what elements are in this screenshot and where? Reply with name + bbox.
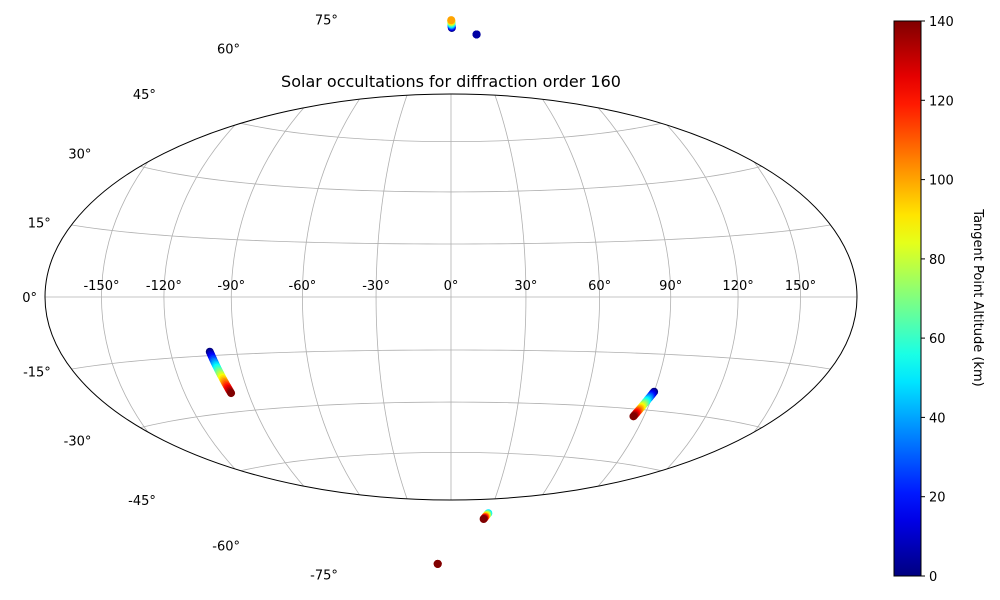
latitude-tick-label: 0° xyxy=(22,291,37,306)
longitude-tick-label: 150° xyxy=(785,279,816,294)
colorbar-tick-label: 140 xyxy=(929,15,954,30)
colorbar-tick-label: 40 xyxy=(929,411,946,426)
latitude-tick-label: -45° xyxy=(128,494,156,509)
latitude-tick-label: 60° xyxy=(217,42,240,57)
latitude-tick-label: -15° xyxy=(23,365,51,380)
latitude-tick-label: 75° xyxy=(315,14,338,29)
longitude-tick-label: -150° xyxy=(83,279,119,294)
longitude-tick-label: 0° xyxy=(444,279,459,294)
colorbar-tick-label: 100 xyxy=(929,174,954,189)
parallel-line xyxy=(58,222,844,245)
longitude-tick-label: -30° xyxy=(362,279,390,294)
longitude-tick-label: -120° xyxy=(146,279,182,294)
parallel-line xyxy=(99,153,803,193)
data-point xyxy=(227,389,236,398)
latitude-tick-label: 45° xyxy=(133,88,156,103)
latitude-tick-labels: 75° 60° 45° 30° 15° 0° -15° -30° -45° -60° -75° xyxy=(22,14,338,584)
colorbar-tick-label: 0 xyxy=(929,570,937,585)
graticule xyxy=(45,94,857,574)
colorbar-tick-label: 80 xyxy=(929,253,946,268)
latitude-tick-label: 15° xyxy=(28,217,51,232)
parallel-line xyxy=(99,401,803,441)
parallel-line xyxy=(58,349,844,372)
data-point xyxy=(479,515,488,524)
longitude-tick-label: 120° xyxy=(722,279,753,294)
data-points xyxy=(205,16,659,568)
latitude-tick-label: -30° xyxy=(64,435,92,450)
latitude-tick-label: -60° xyxy=(212,540,240,555)
colorbar-tick-label: 60 xyxy=(929,332,946,347)
latitude-tick-label: -75° xyxy=(310,568,338,583)
latitude-tick-label: 30° xyxy=(68,148,91,163)
longitude-tick-labels: -150° -120° -90° -60° -30° 0° 30° 60° 90° 120° 150… xyxy=(83,279,816,294)
parallel-line xyxy=(247,499,655,500)
map-boundary xyxy=(44,93,858,501)
longitude-tick-label: -90° xyxy=(217,279,245,294)
chart-title: Solar occultations for diffraction order… xyxy=(281,72,621,91)
colorbar-label: Tangent Point Altitude (km) xyxy=(970,208,985,386)
colorbar-gradient xyxy=(893,20,922,577)
parallel-line xyxy=(346,544,556,574)
longitude-tick-label: -60° xyxy=(289,279,317,294)
colorbar-tick-label: 20 xyxy=(929,491,946,506)
colorbar-tick-label: 120 xyxy=(929,94,954,109)
data-point xyxy=(433,559,442,568)
data-point xyxy=(447,16,456,25)
data-point xyxy=(629,412,638,421)
longitude-tick-label: 60° xyxy=(588,279,611,294)
colorbar: 0 20 40 60 80 100 120 140 Tangent Point Altitud… xyxy=(893,15,985,585)
longitude-tick-label: 90° xyxy=(659,279,682,294)
longitude-tick-label: 30° xyxy=(514,279,537,294)
colorbar-ticks: 0 20 40 60 80 100 120 140 xyxy=(921,15,954,585)
data-point xyxy=(472,30,481,39)
